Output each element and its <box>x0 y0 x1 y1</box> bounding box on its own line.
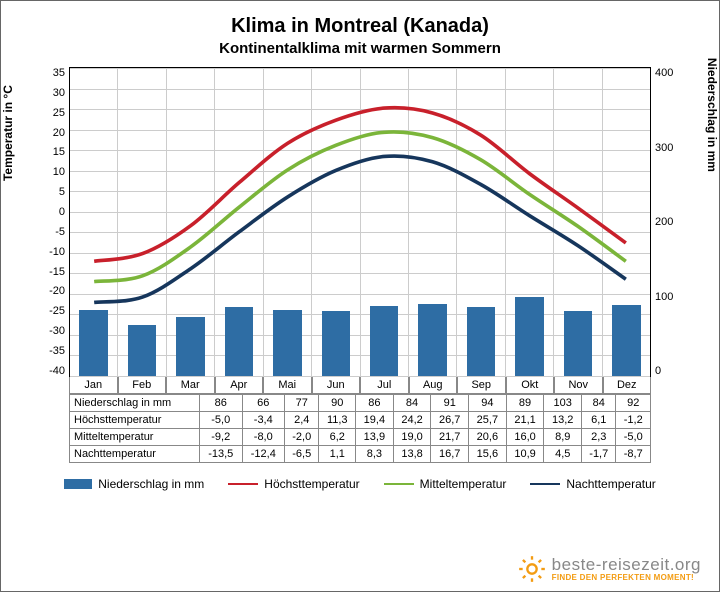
cell: -5,0 <box>616 429 651 446</box>
legend-swatch-line <box>530 483 560 485</box>
legend-item: Niederschlag in mm <box>64 477 204 491</box>
row-label: Nachttemperatur <box>70 446 200 463</box>
y-tick-left: 10 <box>34 166 65 178</box>
legend-item: Nachttemperatur <box>530 477 655 491</box>
y-tick-right: 0 <box>655 365 686 377</box>
y-tick-left: 35 <box>34 67 65 79</box>
y-axis-left-label: Temperatur in °C <box>1 85 15 181</box>
cell: -8,0 <box>242 429 285 446</box>
y-tick-left: 20 <box>34 127 65 139</box>
y-tick-left: -30 <box>34 325 65 337</box>
y-tick-right: 400 <box>655 67 686 79</box>
line-high <box>94 108 626 262</box>
y-tick-left: -20 <box>34 285 65 297</box>
legend-item: Höchsttemperatur <box>228 477 359 491</box>
y-tick-left: 25 <box>34 107 65 119</box>
y-tick-left: -40 <box>34 365 65 377</box>
line-low <box>94 156 626 302</box>
climate-chart-container: Klima in Montreal (Kanada) Kontinentalkl… <box>0 0 720 592</box>
cell: 10,9 <box>506 446 544 463</box>
y-tick-left: -10 <box>34 246 65 258</box>
cell: 1,1 <box>319 446 356 463</box>
y-tick-left: -5 <box>34 226 65 238</box>
y-tick-left: 0 <box>34 206 65 218</box>
legend-item: Mitteltemperatur <box>384 477 507 491</box>
site-logo: beste-reisezeit.org FINDE DEN PERFEKTEN … <box>518 555 701 583</box>
legend-label: Niederschlag in mm <box>98 477 204 491</box>
chart-title: Klima in Montreal (Kanada) <box>16 15 704 38</box>
y-axis-right-ticks: 400 300 200 100 0 <box>651 67 686 377</box>
line-mean <box>94 132 626 282</box>
plot-area <box>69 67 651 377</box>
cell: 16,7 <box>431 446 469 463</box>
chart-subtitle: Kontinentalklima mit warmen Sommern <box>16 40 704 57</box>
cell: 16,0 <box>506 429 544 446</box>
y-tick-right: 300 <box>655 142 686 154</box>
cell: 15,6 <box>469 446 507 463</box>
cell: 21,7 <box>431 429 469 446</box>
cell: -1,7 <box>582 446 616 463</box>
y-tick-left: 30 <box>34 87 65 99</box>
logo-text: beste-reisezeit.org FINDE DEN PERFEKTEN … <box>552 556 701 582</box>
y-tick-right: 200 <box>655 216 686 228</box>
cell: 4,5 <box>544 446 582 463</box>
cell: 13,9 <box>356 429 394 446</box>
cell: 20,6 <box>469 429 507 446</box>
cell: 13,8 <box>393 446 431 463</box>
cell: 19,0 <box>393 429 431 446</box>
legend-label: Höchsttemperatur <box>264 477 359 491</box>
cell: -9,2 <box>200 429 243 446</box>
y-tick-left: -15 <box>34 266 65 278</box>
y-axis-left-ticks: 35 30 25 20 15 10 5 0 -5 -10 -15 -20 -25 -30 -35 -40 <box>34 67 69 377</box>
y-tick-right: 100 <box>655 291 686 303</box>
y-tick-left: -35 <box>34 345 65 357</box>
sun-icon <box>518 555 546 583</box>
y-tick-left: 15 <box>34 146 65 158</box>
legend-swatch-bar <box>64 479 92 489</box>
table-row: Mitteltemperatur-9,2-8,0-2,06,213,919,02… <box>70 429 651 446</box>
cell: -12,4 <box>242 446 285 463</box>
cell: 8,3 <box>356 446 394 463</box>
row-label: Mitteltemperatur <box>70 429 200 446</box>
cell: -6,5 <box>285 446 319 463</box>
temperature-lines <box>70 68 650 431</box>
legend: Niederschlag in mm Höchsttemperatur Mittel… <box>16 477 704 491</box>
y-tick-left: 5 <box>34 186 65 198</box>
chart-area: Temperatur in °C 35302520151050-5-10-15-… <box>16 67 704 377</box>
logo-main-text: beste-reisezeit.org <box>552 556 701 573</box>
legend-label: Nachttemperatur <box>566 477 655 491</box>
cell: -2,0 <box>285 429 319 446</box>
legend-swatch-line <box>228 483 258 485</box>
legend-label: Mitteltemperatur <box>420 477 507 491</box>
table-row: Nachttemperatur-13,5-12,4-6,51,18,313,81… <box>70 446 651 463</box>
cell: -13,5 <box>200 446 243 463</box>
legend-swatch-line <box>384 483 414 485</box>
cell: 6,2 <box>319 429 356 446</box>
cell: -8,7 <box>616 446 651 463</box>
cell: 2,3 <box>582 429 616 446</box>
cell: 8,9 <box>544 429 582 446</box>
y-tick-left: -25 <box>34 305 65 317</box>
y-axis-right-label: Niederschlag in mm <box>705 58 719 172</box>
logo-sub-text: FINDE DEN PERFEKTEN MOMENT! <box>552 574 701 582</box>
